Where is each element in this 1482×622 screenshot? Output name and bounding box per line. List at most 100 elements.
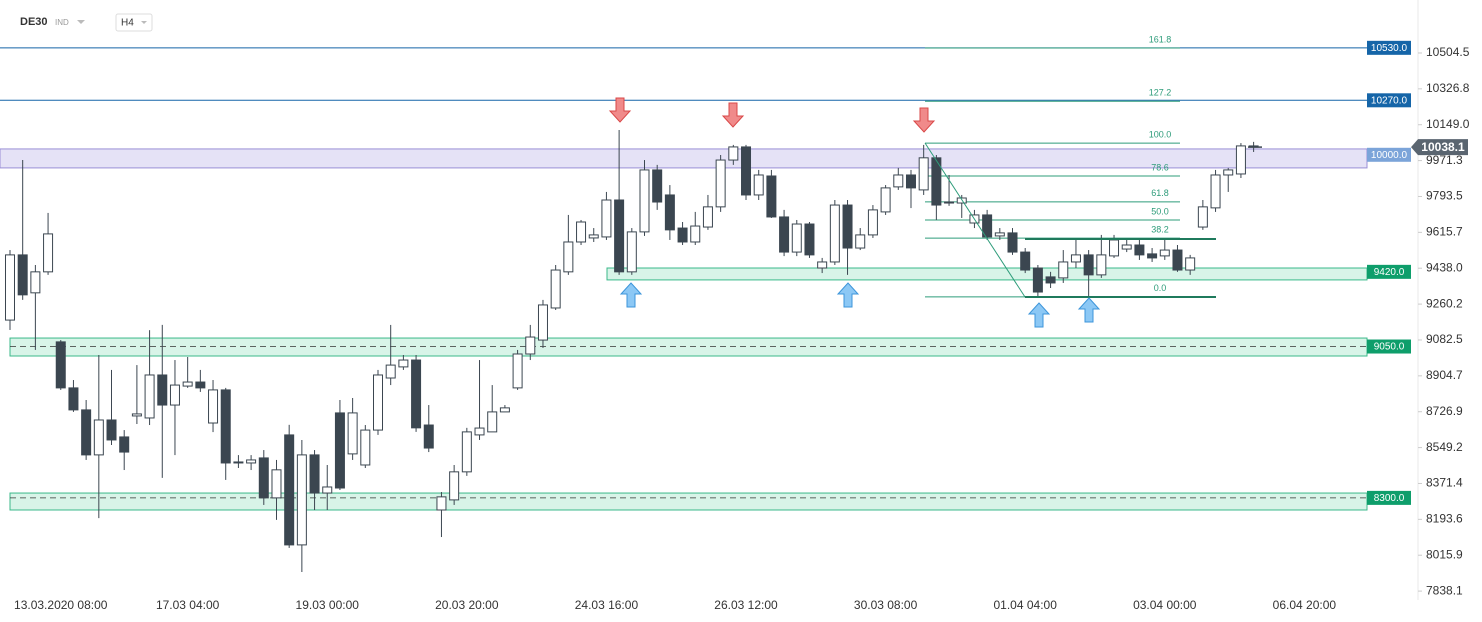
candle-body (690, 225, 701, 243)
level-label-box (1367, 147, 1411, 162)
candle-body (1070, 254, 1081, 263)
y-tick-label: 10504.5 (1426, 45, 1470, 59)
x-tick-label: 06.04 20:00 (1273, 598, 1337, 612)
level-label: 10000.0 (1371, 150, 1408, 161)
candle-body (867, 209, 878, 236)
symbol[interactable]: DE30 (20, 16, 48, 28)
candle-body (55, 341, 66, 389)
candle-body (639, 169, 650, 233)
candle-body (944, 201, 955, 204)
fib-label: 100.0 (1149, 129, 1172, 139)
x-tick-label: 30.03 08:00 (854, 598, 918, 612)
x-tick-label: 20.03 20:00 (435, 598, 499, 612)
level-label-box (1367, 40, 1411, 55)
candle-body (918, 157, 929, 191)
candle-body (728, 146, 739, 161)
candle-body (106, 419, 117, 441)
y-tick-label: 8549.2 (1426, 440, 1463, 454)
candle-body (81, 409, 92, 456)
candle-body (1083, 254, 1094, 276)
candle-body (893, 174, 904, 188)
candle-body (449, 471, 460, 501)
level-label: 9050.0 (1374, 342, 1405, 353)
candle-body (309, 454, 320, 494)
candle-body (487, 411, 498, 433)
candle-body (334, 412, 345, 489)
candle-body (982, 214, 993, 238)
candle-body (1096, 254, 1107, 276)
y-tick-label: 9260.2 (1426, 296, 1463, 310)
candle-body (169, 384, 180, 406)
candle-body (652, 169, 663, 203)
x-tick-label: 13.03.2020 08:00 (14, 598, 108, 612)
candle-body (499, 407, 510, 413)
candle-body (182, 381, 193, 387)
candle-body (1109, 239, 1120, 257)
candle-body (1058, 261, 1069, 279)
candle-body (626, 231, 637, 273)
timeframe-box[interactable] (115, 13, 153, 32)
candle-body (664, 194, 675, 231)
candle-body (233, 461, 244, 464)
candle-body (258, 457, 269, 499)
dropdown-caret[interactable] (77, 20, 85, 24)
candle-body (880, 187, 891, 213)
candle-body (931, 157, 942, 206)
candle-body (766, 175, 777, 218)
timeframe[interactable]: H4 (121, 18, 134, 29)
y-tick-label: 9082.5 (1426, 332, 1463, 346)
level-label-box (1367, 93, 1411, 108)
trend-line (924, 142, 1026, 298)
candle-body (436, 496, 447, 511)
candle-body (614, 199, 625, 273)
y-tick-label: 8193.6 (1426, 512, 1463, 526)
candle-body (30, 271, 41, 294)
candle-body (741, 146, 752, 196)
fib-label: 127.2 (1149, 88, 1172, 98)
level-label: 9420.0 (1374, 267, 1405, 278)
candle-body (474, 427, 485, 436)
fib-label: 61.8 (1151, 188, 1169, 198)
candle-body (1032, 267, 1043, 293)
candle-body (246, 459, 257, 464)
candle-body (1121, 244, 1132, 250)
level-label: 10530.0 (1371, 43, 1408, 54)
fib-label: 50.0 (1151, 206, 1169, 216)
candle-body (804, 223, 815, 256)
y-tick-label: 9971.3 (1426, 153, 1463, 167)
y-tick-label: 9438.0 (1426, 260, 1463, 274)
candle-body (322, 486, 333, 494)
y-tick-label: 9615.7 (1426, 225, 1463, 239)
x-tick-label: 24.03 16:00 (575, 598, 639, 612)
candle-body (411, 359, 422, 429)
candle-body (817, 261, 828, 269)
candle-body (373, 374, 384, 431)
y-tick-label: 8015.9 (1426, 547, 1463, 561)
candle-body (43, 233, 54, 273)
plot-area (0, 47, 1368, 572)
candle-body (994, 232, 1005, 237)
dropdown-caret[interactable] (141, 21, 147, 24)
candle-body (360, 429, 371, 466)
x-tick-label: 03.04 00:00 (1133, 598, 1197, 612)
candle-body (753, 174, 764, 196)
zone (9, 337, 1368, 357)
candle-body (563, 241, 574, 273)
y-tick-label: 10326.8 (1426, 81, 1470, 95)
fib-label: 78.6 (1151, 162, 1169, 172)
last-price-label: 10038.1 (1421, 140, 1465, 154)
candle-body (119, 436, 130, 453)
candle-body (779, 216, 790, 253)
candle-body (715, 159, 726, 208)
candle-body (4, 254, 15, 321)
candle-body (1159, 249, 1170, 257)
candle-body (512, 353, 523, 389)
y-tick-label: 8904.7 (1426, 368, 1463, 382)
candle-body (423, 424, 434, 449)
candle-body (195, 381, 206, 389)
candle-body (1223, 169, 1234, 176)
candle-body (144, 374, 155, 419)
candle-body (1007, 232, 1018, 253)
